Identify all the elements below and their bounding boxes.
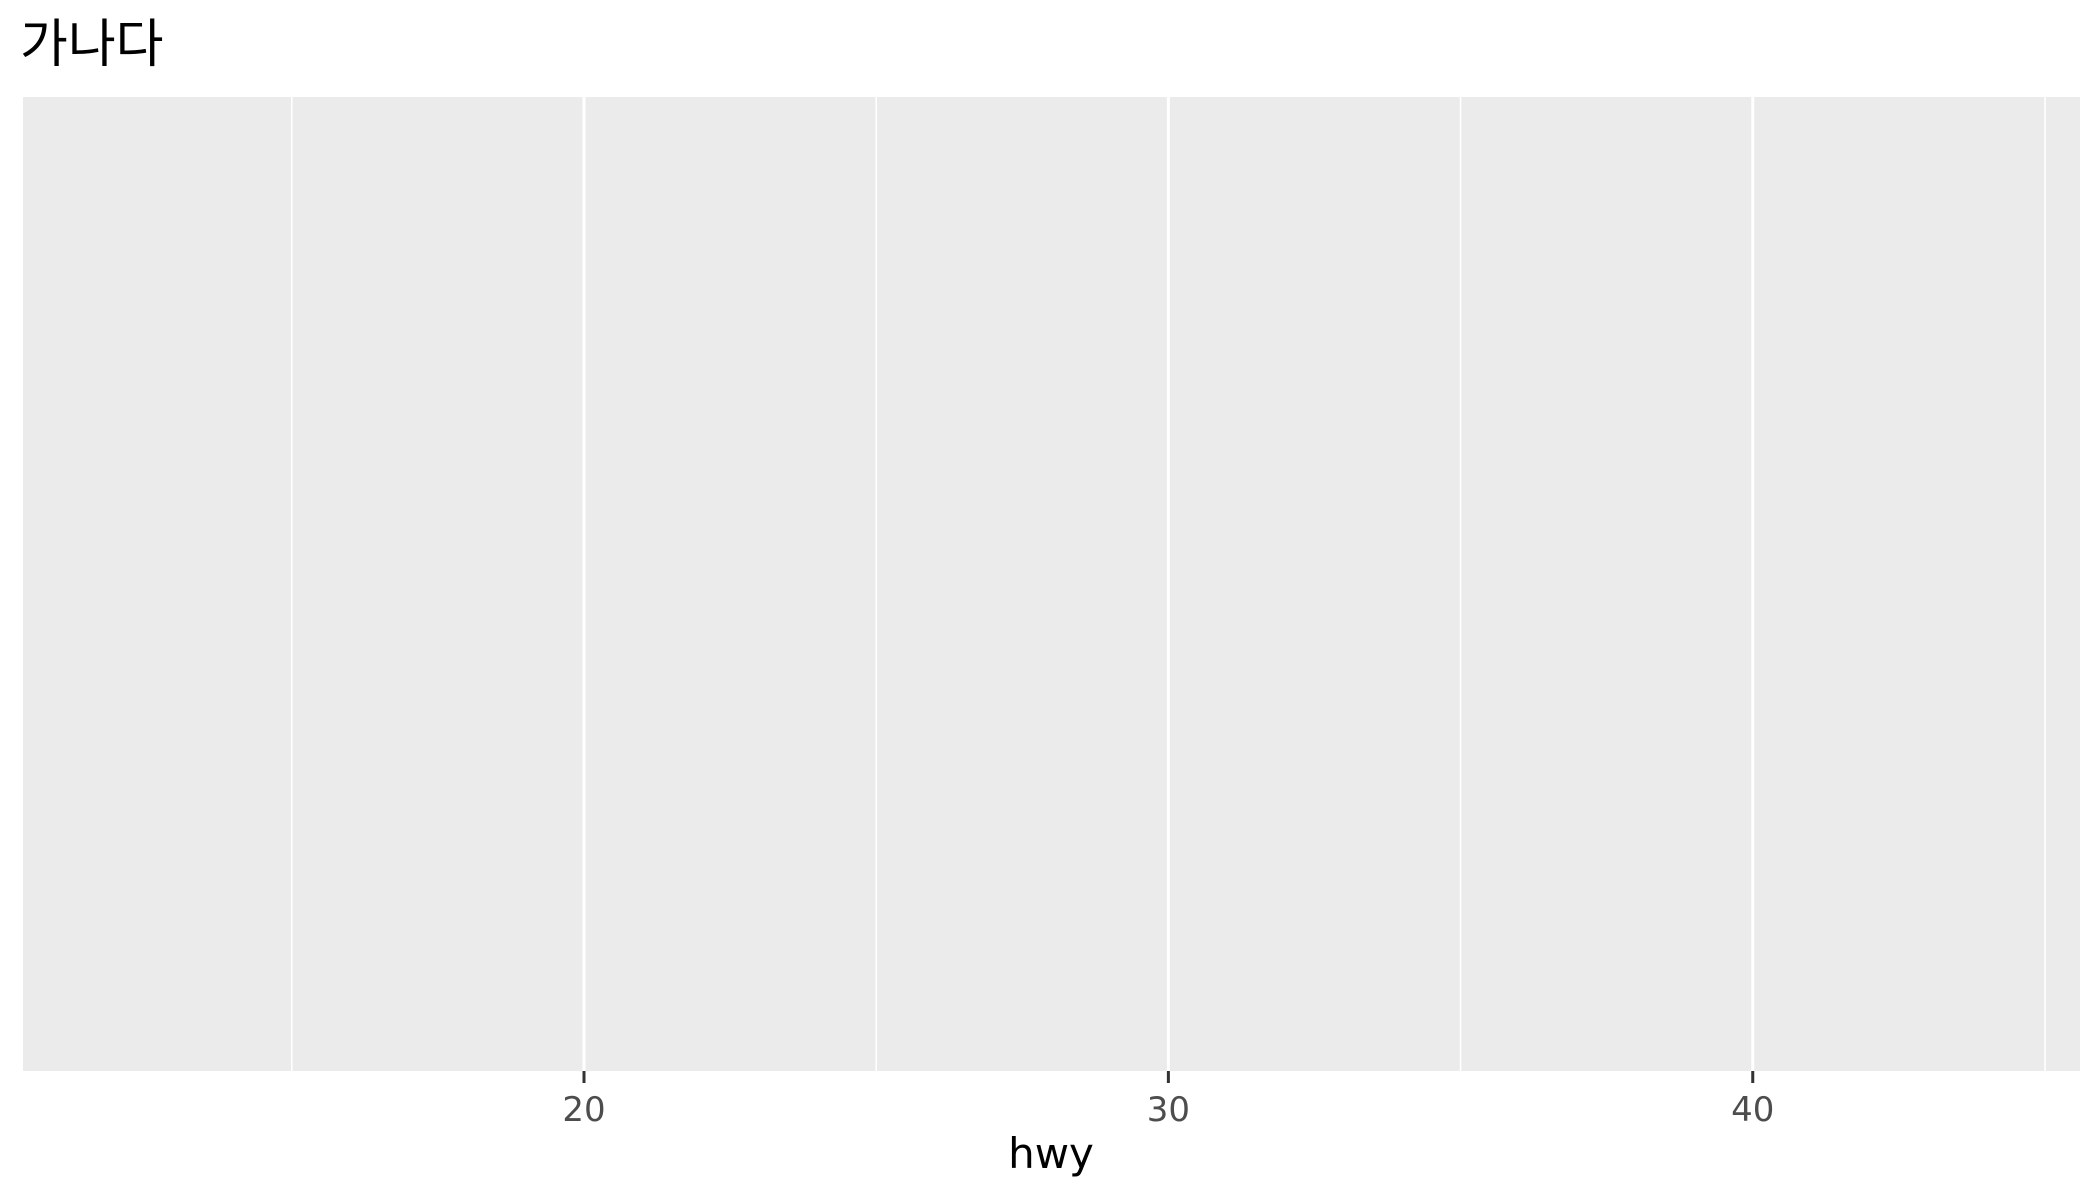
major-gridlines (582, 97, 1755, 1071)
x-axis-tick-labels: 20 30 40 (562, 1090, 1774, 1130)
x-tick-label-20: 20 (562, 1090, 605, 1130)
plot-panel (23, 97, 2080, 1071)
minor-gridlines (291, 97, 2046, 1071)
x-tick-label-40: 40 (1731, 1090, 1774, 1130)
x-tick-label-30: 30 (1147, 1090, 1190, 1130)
x-axis-ticks (582, 1071, 1755, 1083)
chart-title: 가나다 (20, 15, 164, 75)
x-axis-title: hwy (1008, 1129, 1094, 1178)
